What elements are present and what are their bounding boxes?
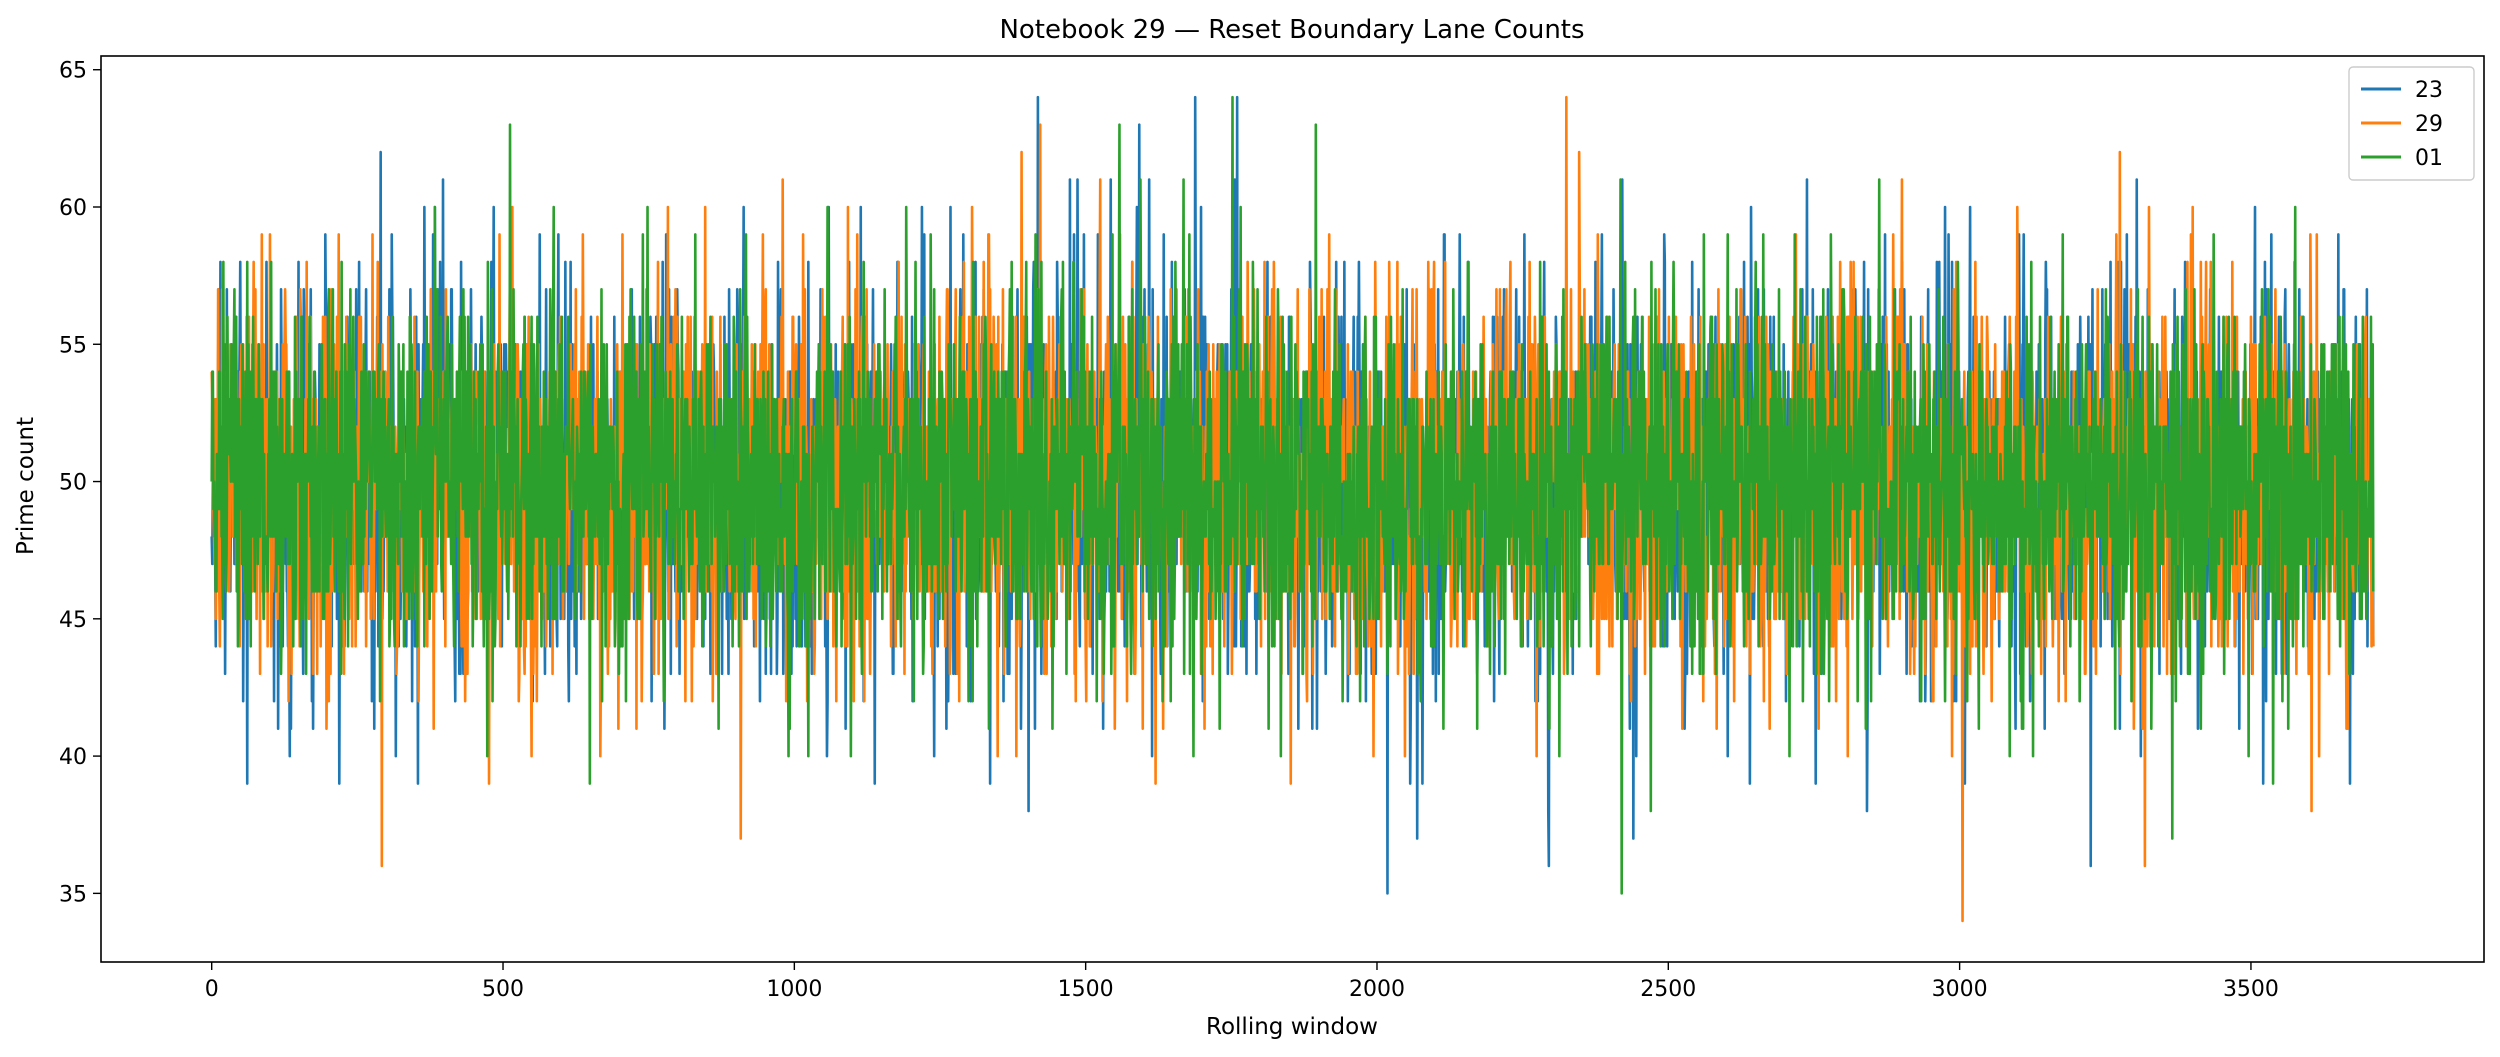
y-tick-label: 55 xyxy=(59,333,87,358)
y-tick-label: 60 xyxy=(59,196,87,221)
series-layer xyxy=(210,95,2375,923)
y-axis: 35 40 45 50 55 60 65 xyxy=(59,59,101,907)
x-axis-label: Rolling window xyxy=(1206,1014,1378,1040)
x-tick-label: 0 xyxy=(205,977,219,1002)
y-tick-label: 45 xyxy=(59,608,87,633)
x-tick-label: 1500 xyxy=(1058,977,1114,1002)
y-axis-label: Prime count xyxy=(13,417,39,555)
legend-label-23: 23 xyxy=(2415,78,2443,103)
plot-frame xyxy=(100,55,2485,963)
legend: 23 29 01 xyxy=(2348,66,2475,181)
x-tick-label: 1000 xyxy=(766,977,822,1002)
y-tick-label: 40 xyxy=(59,745,87,770)
x-tick-label: 3000 xyxy=(1932,977,1988,1002)
x-tick-label: 3500 xyxy=(2223,977,2279,1002)
series-line-01 xyxy=(210,95,2375,895)
legend-label-29: 29 xyxy=(2415,112,2443,137)
x-tick-label: 2000 xyxy=(1349,977,1405,1002)
x-tick-label: 500 xyxy=(482,977,524,1002)
y-tick-label: 50 xyxy=(59,471,87,496)
chart-title: Notebook 29 — Reset Boundary Lane Counts xyxy=(999,15,1584,45)
y-tick-label: 65 xyxy=(59,59,87,84)
y-tick-label: 35 xyxy=(59,882,87,907)
x-tick-label: 2500 xyxy=(1640,977,1696,1002)
legend-label-01: 01 xyxy=(2415,146,2443,171)
legend-box xyxy=(2348,66,2475,181)
x-axis: 0 500 1000 1500 2000 2500 3000 3500 xyxy=(205,962,2279,1002)
